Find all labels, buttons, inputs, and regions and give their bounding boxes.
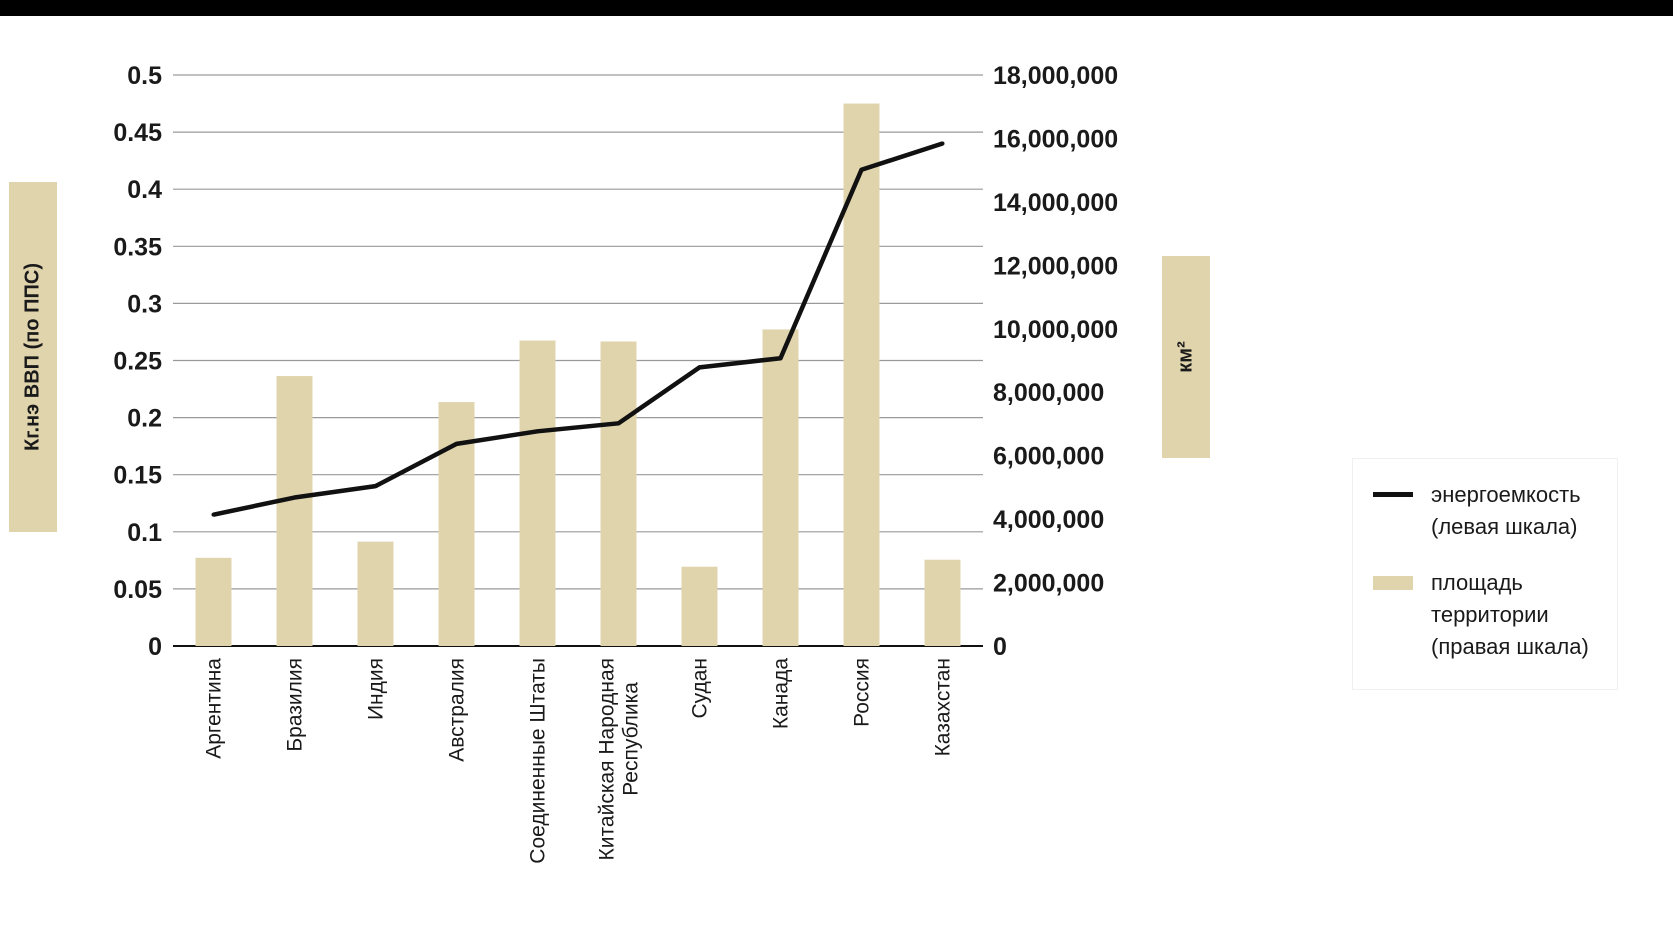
legend-bar-label: площадь территории (правая шкала)	[1431, 570, 1589, 659]
right-tick-label: 4,000,000	[993, 506, 1104, 534]
legend-bar-swatch	[1373, 576, 1413, 590]
left-axis-label-box: Кг.нэ ВВП (по ППС)	[9, 182, 57, 532]
line-point-9	[859, 167, 864, 172]
bar-4	[438, 402, 475, 646]
left-tick-label: 0.3	[127, 290, 162, 318]
line-point-6	[616, 421, 621, 426]
line-point-8	[778, 356, 783, 361]
bar-7	[681, 566, 718, 646]
left-axis-ticks: 0 0.05 0.1 0.15 0.2 0.25 0.3 0.35 0.4 0.45 0.5	[113, 62, 162, 661]
category-label: Россия	[851, 658, 874, 727]
right-tick-label: 12,000,000	[993, 252, 1118, 280]
top-border-bar	[0, 0, 1673, 16]
legend-line-swatch	[1373, 492, 1413, 497]
category-label: Австралия	[446, 658, 469, 762]
line-point-7	[697, 365, 702, 370]
right-axis-ticks: 0 2,000,000 4,000,000 6,000,000 8,000,000 10,…	[993, 62, 1118, 661]
bar-series-area	[195, 103, 961, 647]
left-tick-label: 0.5	[127, 62, 162, 90]
left-tick-label: 0.4	[127, 176, 162, 204]
right-tick-label: 2,000,000	[993, 570, 1104, 598]
category-label: Казахстан	[932, 658, 955, 756]
right-tick-label: 6,000,000	[993, 443, 1104, 471]
line-point-3	[373, 484, 378, 489]
right-tick-label: 0	[993, 633, 1007, 661]
legend-line-label: энергоемкость (левая шкала)	[1431, 482, 1581, 539]
left-tick-label: 0	[148, 633, 162, 661]
left-tick-label: 0.2	[127, 405, 162, 433]
category-label: Судан	[689, 658, 712, 719]
category-label: Бразилия	[284, 658, 307, 752]
left-tick-label: 0.25	[113, 348, 162, 376]
bar-5	[519, 340, 556, 646]
energy-intensity-line	[213, 141, 944, 517]
left-tick-label: 0.1	[127, 519, 162, 547]
legend-item-line: энергоемкость (левая шкала)	[1373, 479, 1581, 543]
line-point-4	[454, 441, 459, 446]
line-point-1	[211, 512, 216, 517]
bar-6	[600, 341, 637, 646]
bar-9	[843, 103, 880, 647]
bar-8	[762, 329, 799, 646]
line-series-energy-intensity	[211, 141, 945, 517]
line-point-5	[535, 429, 540, 434]
right-tick-label: 18,000,000	[993, 62, 1118, 90]
right-axis-label-box: км²	[1162, 256, 1210, 458]
category-labels: Аргентина Бразилия Индия Австралия Соединенн…	[203, 658, 955, 864]
bar-2	[276, 376, 313, 646]
left-tick-label: 0.15	[113, 462, 162, 490]
legend-item-bar: площадь территории (правая шкала)	[1373, 567, 1589, 663]
line-point-10	[940, 141, 945, 146]
bar-3	[357, 541, 394, 646]
left-tick-label: 0.35	[113, 233, 162, 261]
bar-10	[924, 559, 961, 646]
left-tick-label: 0.05	[113, 576, 162, 604]
left-tick-label: 0.45	[113, 119, 162, 147]
right-tick-label: 10,000,000	[993, 316, 1118, 344]
category-label: Индия	[365, 658, 388, 720]
category-label: Китайская НароднаяРеспублика	[596, 658, 643, 860]
right-tick-label: 14,000,000	[993, 189, 1118, 217]
category-label: Соединенные Штаты	[527, 658, 550, 864]
category-label: Аргентина	[203, 658, 226, 759]
line-point-2	[292, 495, 297, 500]
right-tick-label: 8,000,000	[993, 379, 1104, 407]
category-label: Канада	[770, 658, 793, 729]
legend: энергоемкость (левая шкала) площадь терр…	[1352, 458, 1618, 690]
bar-1	[195, 557, 232, 646]
right-tick-label: 16,000,000	[993, 125, 1118, 153]
